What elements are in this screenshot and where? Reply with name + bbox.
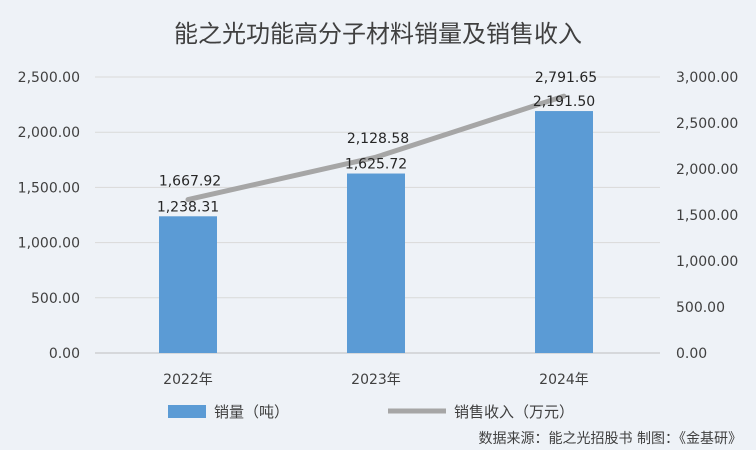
right-axis-ticks: 0.00 500.00 1,000.00 1,500.00 2,000.00 2,500.… bbox=[676, 70, 738, 362]
right-axis-tick-label: 1,500.00 bbox=[676, 208, 738, 224]
line-data-label: 2,791.65 bbox=[535, 70, 597, 86]
legend-bar-swatch bbox=[168, 405, 206, 418]
bar-data-label: 2,191.50 bbox=[533, 94, 595, 110]
data-labels: 1,238.31 1,625.72 2,191.50 1,667.92 2,128.58… bbox=[157, 70, 597, 215]
bar-series bbox=[159, 111, 593, 353]
bar bbox=[535, 111, 593, 353]
bar-data-label: 1,238.31 bbox=[157, 199, 219, 215]
right-axis-tick-label: 2,000.00 bbox=[676, 162, 738, 178]
right-axis-tick-label: 1,000.00 bbox=[676, 254, 738, 270]
bar bbox=[347, 173, 405, 353]
left-axis-tick-label: 1,500.00 bbox=[18, 180, 80, 196]
bar-data-label: 1,625.72 bbox=[345, 157, 407, 173]
category-labels: 2022年 2023年 2024年 bbox=[163, 372, 589, 388]
revenue-line bbox=[185, 93, 567, 203]
line-series bbox=[185, 93, 567, 203]
legend: 销量（吨） 销售收入（万元） bbox=[168, 403, 574, 421]
category-label: 2024年 bbox=[539, 372, 589, 388]
left-axis-tick-label: 2,500.00 bbox=[18, 70, 80, 86]
left-axis-tick-label: 500.00 bbox=[31, 291, 80, 307]
chart-title: 能之光功能高分子材料销量及销售收入 bbox=[174, 20, 582, 48]
left-axis-tick-label: 1,000.00 bbox=[18, 236, 80, 252]
source-note: 数据来源：能之光招股书 制图：《金基研》 bbox=[479, 430, 742, 447]
left-axis-ticks: 0.00 500.00 1,000.00 1,500.00 2,000.00 2,500.… bbox=[18, 70, 80, 362]
line-data-label: 1,667.92 bbox=[159, 174, 221, 190]
right-axis-tick-label: 3,000.00 bbox=[676, 70, 738, 86]
right-axis-tick-label: 500.00 bbox=[676, 300, 725, 316]
right-axis-tick-label: 0.00 bbox=[676, 346, 707, 362]
left-axis-tick-label: 0.00 bbox=[49, 346, 80, 362]
left-axis-tick-label: 2,000.00 bbox=[18, 125, 80, 141]
line-data-label: 2,128.58 bbox=[347, 131, 409, 147]
bar bbox=[159, 216, 217, 353]
category-label: 2023年 bbox=[351, 372, 401, 388]
right-axis-tick-label: 2,500.00 bbox=[676, 116, 738, 132]
category-label: 2022年 bbox=[163, 372, 213, 388]
legend-bar-label: 销量（吨） bbox=[214, 403, 289, 421]
legend-line-label: 销售收入（万元） bbox=[454, 403, 574, 421]
